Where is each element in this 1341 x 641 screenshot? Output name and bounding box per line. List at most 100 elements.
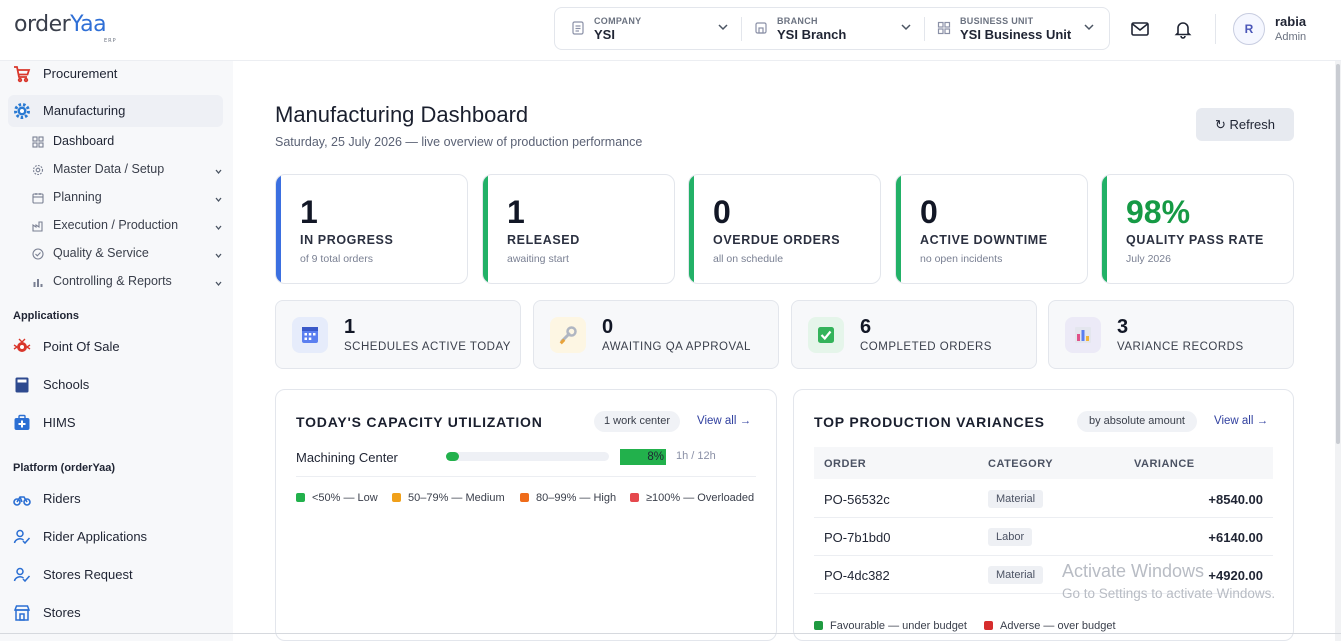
sidebar-subitem-label: Planning xyxy=(53,190,102,204)
sidebar-item-hims[interactable]: HIMS xyxy=(8,407,223,439)
sidebar-subitem-label: Dashboard xyxy=(53,134,115,148)
kpi-note: all on schedule xyxy=(713,253,784,265)
user-check-icon xyxy=(13,529,31,545)
kpi-card-overdue-orders[interactable]: 0 OVERDUE ORDERS all on schedule xyxy=(688,174,881,284)
sidebar-item-procurement[interactable]: Procurement xyxy=(8,58,223,90)
sidebar-subitem-quality[interactable]: Quality & Service xyxy=(30,243,226,265)
table-row[interactable]: PO-56532c Material +8540.00 xyxy=(814,480,1273,518)
sidebar-item-riders[interactable]: Riders xyxy=(8,483,223,515)
sidebar-item-rider-applications[interactable]: Rider Applications xyxy=(8,521,223,553)
scrollbar-thumb[interactable] xyxy=(1336,64,1340,444)
kpi-card-released[interactable]: 1 RELEASED awaiting start xyxy=(482,174,675,284)
check-circle-icon xyxy=(32,248,44,260)
selector-divider xyxy=(924,17,925,41)
work-center-name: Machining Center xyxy=(296,450,398,465)
kpi-card-quality-pass-rate[interactable]: 98% QUALITY PASS RATE July 2026 xyxy=(1101,174,1294,284)
variance-table-header: ORDER CATEGORY VARIANCE xyxy=(814,447,1273,479)
logo-suffix: Yaa xyxy=(70,12,107,37)
sidebar-subitem-planning[interactable]: Planning xyxy=(30,187,226,209)
logo-prefix: order xyxy=(14,12,71,37)
stat-card-variance-records[interactable]: 3 VARIANCE RECORDS xyxy=(1048,300,1294,369)
sidebar-item-stores[interactable]: Stores xyxy=(8,597,223,629)
legend-overloaded: ≥100% — Overloaded xyxy=(630,492,754,504)
kpi-note: no open incidents xyxy=(920,253,1003,265)
column-header-variance: VARIANCE xyxy=(1134,458,1195,470)
stat-card-completed-orders[interactable]: 6 COMPLETED ORDERS xyxy=(791,300,1037,369)
document-icon xyxy=(572,21,584,35)
kpi-accent-bar xyxy=(896,175,901,283)
capacity-view-all-link[interactable]: View all → xyxy=(697,415,752,427)
sort-badge: by absolute amount xyxy=(1077,411,1197,432)
sidebar-subitem-master-data[interactable]: Master Data / Setup xyxy=(30,159,226,181)
sidebar-item-manufacturing[interactable]: Manufacturing xyxy=(8,95,223,127)
stat-card-awaiting-qa[interactable]: 0 AWAITING QA APPROVAL xyxy=(533,300,779,369)
kpi-value: 0 xyxy=(920,194,938,230)
sidebar-subitem-execution[interactable]: Execution / Production xyxy=(30,215,226,237)
kpi-card-active-downtime[interactable]: 0 ACTIVE DOWNTIME no open incidents xyxy=(895,174,1088,284)
kpi-label: RELEASED xyxy=(507,233,580,247)
legend-high: 80–99% — High xyxy=(520,492,616,504)
variances-panel: TOP PRODUCTION VARIANCES by absolute amo… xyxy=(793,389,1294,641)
order-id: PO-56532c xyxy=(824,492,890,507)
branch-select[interactable]: BRANCH YSI Branch xyxy=(754,8,914,49)
chevron-down-icon xyxy=(215,281,222,287)
sidebar-section-applications: Applications xyxy=(13,310,80,322)
sidebar-item-label: Schools xyxy=(43,377,90,392)
refresh-button[interactable]: ↻ Refresh xyxy=(1196,108,1294,141)
company-select[interactable]: COMPANY YSI xyxy=(571,8,731,49)
sidebar-item-point-of-sale[interactable]: Point Of Sale xyxy=(8,331,223,363)
table-row[interactable]: PO-7b1bd0 Labor +6140.00 xyxy=(814,518,1273,556)
legend-swatch xyxy=(630,493,639,502)
legend-label: Favourable — under budget xyxy=(830,620,967,632)
sidebar-subitem-dashboard[interactable]: Dashboard xyxy=(30,131,226,153)
check-box-icon xyxy=(808,317,844,353)
kpi-card-in-progress[interactable]: 1 IN PROGRESS of 9 total orders xyxy=(275,174,468,284)
legend-label: 50–79% — Medium xyxy=(408,492,505,504)
variances-view-all-link[interactable]: View all → xyxy=(1214,415,1269,427)
kpi-label: QUALITY PASS RATE xyxy=(1126,233,1264,247)
sidebar-item-stores-request[interactable]: Stores Request xyxy=(8,559,223,591)
kpi-accent-bar xyxy=(1102,175,1107,283)
window-bottom-edge xyxy=(0,633,1341,634)
utilization-bar-fill xyxy=(446,452,459,461)
sidebar-item-label: HIMS xyxy=(43,415,76,430)
avatar[interactable]: R xyxy=(1233,13,1265,45)
factory-icon xyxy=(32,221,43,232)
top-bar: orderYaa ERP COMPANY YSI BRANCH YSI Bran… xyxy=(0,0,1341,61)
sidebar-item-label: Procurement xyxy=(43,66,118,81)
sidebar-subitem-controlling[interactable]: Controlling & Reports xyxy=(30,271,226,293)
store-icon xyxy=(13,605,31,621)
page-subtitle: Saturday, 25 July 2026 — live overview o… xyxy=(275,135,643,149)
order-id: PO-4dc382 xyxy=(824,568,890,583)
pos-icon xyxy=(13,338,31,352)
utilization-hours: 1h / 12h xyxy=(676,450,716,462)
stat-label: AWAITING QA APPROVAL xyxy=(602,341,751,353)
legend-swatch xyxy=(520,493,529,502)
sidebar-item-label: Stores xyxy=(43,605,81,620)
business-unit-select[interactable]: BUSINESS UNIT YSI Business Unit xyxy=(937,8,1097,49)
sidebar-item-schools[interactable]: Schools xyxy=(8,369,223,401)
brand-logo[interactable]: orderYaa ERP xyxy=(14,12,116,44)
kpi-accent-bar xyxy=(689,175,694,283)
stat-value: 0 xyxy=(602,316,614,338)
medical-icon xyxy=(14,414,30,430)
stat-card-schedules-active[interactable]: 1 SCHEDULES ACTIVE TODAY xyxy=(275,300,521,369)
chevron-down-icon xyxy=(215,197,222,203)
bell-icon[interactable] xyxy=(1173,19,1193,39)
calendar-icon xyxy=(32,193,44,204)
order-id: PO-7b1bd0 xyxy=(824,530,891,545)
wrench-icon xyxy=(550,317,586,353)
sidebar-item-label: Stores Request xyxy=(43,567,133,582)
kpi-accent-bar xyxy=(483,175,488,283)
mail-icon[interactable] xyxy=(1130,19,1150,39)
sidebar-section-platform: Platform (orderYaa) xyxy=(13,462,116,474)
work-center-count-badge: 1 work center xyxy=(594,411,680,432)
kpi-label: IN PROGRESS xyxy=(300,233,394,247)
legend-medium: 50–79% — Medium xyxy=(392,492,505,504)
bike-icon xyxy=(13,496,31,506)
user-name[interactable]: rabia xyxy=(1275,14,1307,29)
table-row[interactable]: PO-4dc382 Material +4920.00 xyxy=(814,556,1273,594)
legend-label: Adverse — over budget xyxy=(1000,620,1116,632)
kpi-accent-bar xyxy=(276,175,281,283)
legend-low: <50% — Low xyxy=(296,492,378,504)
